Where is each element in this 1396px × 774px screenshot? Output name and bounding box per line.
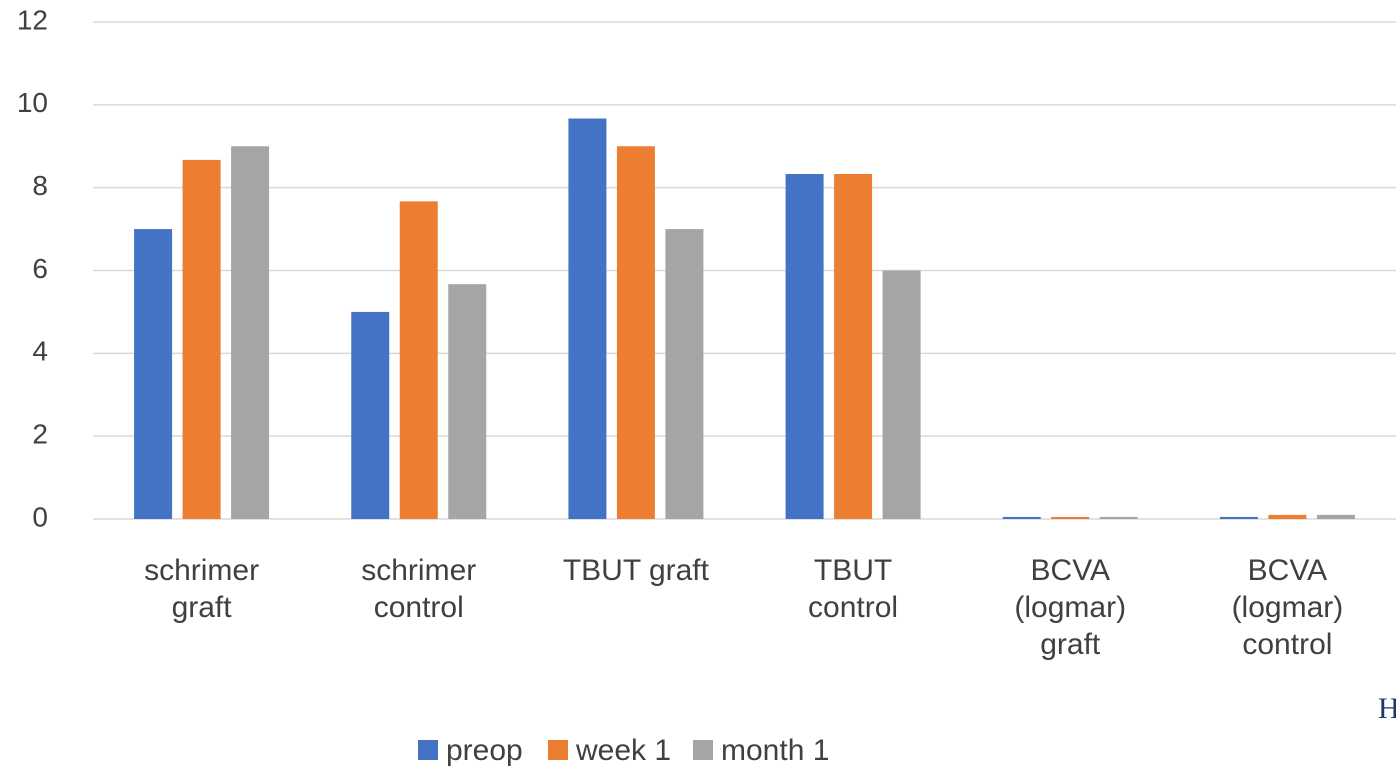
bar — [1099, 516, 1138, 519]
x-tick-label: BCVA (logmar) graft — [1014, 554, 1127, 661]
y-tick-label: 2 — [32, 419, 48, 450]
bar — [134, 229, 173, 520]
bar — [399, 201, 438, 519]
bar — [1219, 516, 1258, 519]
bar — [665, 229, 704, 520]
legend-swatch — [548, 740, 568, 760]
bar — [834, 173, 873, 520]
bar — [616, 146, 655, 519]
y-tick-label: 10 — [17, 87, 48, 118]
bar — [448, 284, 487, 519]
legend-label: month 1 — [721, 734, 829, 767]
x-tick-label: schrimer graft — [144, 554, 260, 624]
x-tick-label: BCVA (logmar) control — [1231, 554, 1344, 661]
legend-label: preop — [446, 734, 523, 767]
bar — [1316, 514, 1355, 519]
x-tick-label: schrimer control — [361, 554, 477, 624]
bar — [1268, 514, 1307, 519]
x-tick-label: TBUT graft — [562, 554, 709, 587]
annotation: H — [1378, 692, 1396, 725]
bar — [351, 311, 390, 519]
bar — [785, 173, 824, 520]
bar — [568, 118, 607, 520]
y-tick-label: 4 — [32, 336, 48, 367]
bar — [231, 146, 270, 519]
y-tick-label: 0 — [32, 501, 48, 532]
bar — [1051, 516, 1090, 519]
y-tick-label: 12 — [17, 4, 48, 35]
legend-label: week 1 — [575, 734, 671, 767]
bar — [882, 270, 921, 519]
y-tick-label: 6 — [32, 253, 48, 284]
legend-swatch — [418, 740, 438, 760]
bar — [182, 159, 221, 520]
x-tick-label: TBUT control — [808, 554, 899, 624]
y-tick-label: 8 — [32, 170, 48, 201]
legend-swatch — [693, 740, 713, 760]
bar — [1002, 516, 1041, 519]
